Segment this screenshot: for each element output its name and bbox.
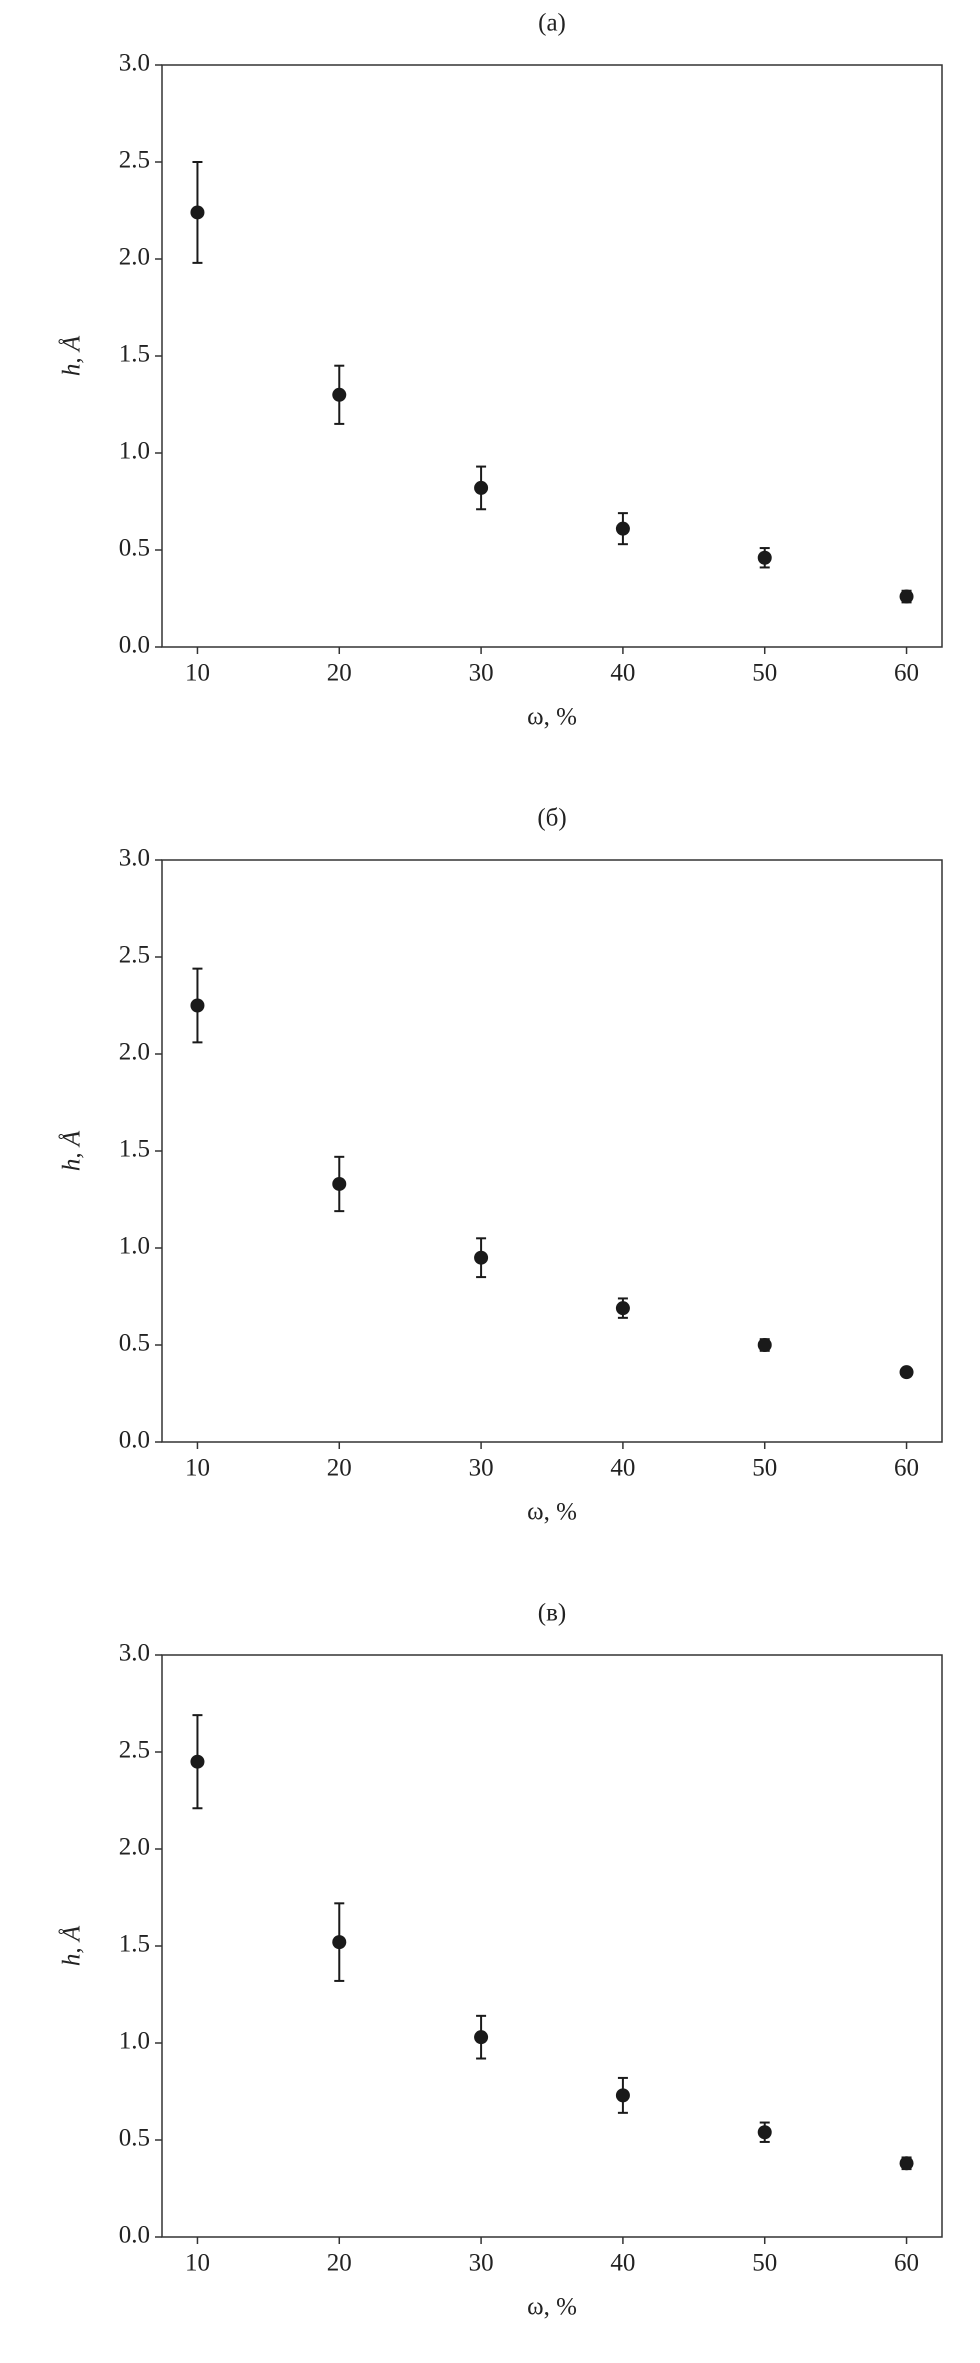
data-point	[190, 998, 205, 1013]
y-tick-label: 1.5	[119, 1136, 150, 1163]
x-axis-label: ω, %	[527, 1499, 577, 1526]
y-tick-label: 2.0	[119, 244, 150, 271]
chart-title: (б)	[537, 805, 566, 832]
y-tick-label: 1.5	[119, 1931, 150, 1958]
x-tick-label: 40	[610, 660, 635, 687]
x-axis-label: ω, %	[527, 704, 577, 731]
y-tick-label: 1.0	[119, 1233, 150, 1260]
x-tick-label: 40	[610, 2250, 635, 2277]
x-tick-label: 20	[327, 660, 352, 687]
y-tick-label: 2.5	[119, 942, 150, 969]
chart-title: (в)	[538, 1600, 566, 1627]
panel: (a) 0.0 0.5 1.0 1.5 2.0 2.5 3.0 10 20 30 40 50 60 ω, %…	[59, 10, 943, 731]
y-axis-label: h, Å	[59, 1925, 86, 1966]
x-tick-label: 10	[185, 1455, 210, 1482]
y-tick-label: 0.5	[119, 535, 150, 562]
data-point	[332, 1935, 347, 1950]
data-point	[332, 1176, 347, 1191]
x-tick-label: 60	[894, 2250, 919, 2277]
y-tick-label: 2.5	[119, 147, 150, 174]
data-point	[757, 550, 772, 565]
x-tick-label: 50	[752, 2250, 777, 2277]
data-point	[899, 2156, 914, 2171]
x-tick-label: 60	[894, 1455, 919, 1482]
x-tick-label: 30	[469, 2250, 494, 2277]
y-tick-label: 0.5	[119, 1330, 150, 1357]
data-point	[757, 2125, 772, 2140]
panel: (б) 0.0 0.5 1.0 1.5 2.0 2.5 3.0 10 20 30 40 50 60 ω, %…	[59, 805, 943, 1526]
data-point	[474, 480, 489, 495]
data-point	[190, 205, 205, 220]
y-tick-label: 0.0	[119, 632, 150, 659]
data-point	[615, 2088, 630, 2103]
y-tick-label: 1.0	[119, 2028, 150, 2055]
y-tick-label: 0.0	[119, 1427, 150, 1454]
x-tick-label: 30	[469, 1455, 494, 1482]
y-tick-label: 0.5	[119, 2125, 150, 2152]
data-point	[615, 1301, 630, 1316]
data-point	[615, 521, 630, 536]
y-tick-label: 2.5	[119, 1737, 150, 1764]
y-tick-label: 1.0	[119, 438, 150, 465]
y-tick-label: 3.0	[119, 50, 150, 77]
y-axis-label: h, Å	[59, 335, 86, 376]
data-point	[474, 1250, 489, 1265]
y-tick-label: 3.0	[119, 1640, 150, 1667]
x-tick-label: 10	[185, 660, 210, 687]
x-tick-label: 10	[185, 2250, 210, 2277]
plot-frame	[161, 64, 943, 648]
y-tick-label: 3.0	[119, 845, 150, 872]
x-tick-label: 20	[327, 1455, 352, 1482]
data-point	[332, 387, 347, 402]
data-point	[899, 589, 914, 604]
x-tick-label: 20	[327, 2250, 352, 2277]
x-tick-label: 50	[752, 660, 777, 687]
data-point	[190, 1754, 205, 1769]
plot-frame	[161, 1654, 943, 2238]
y-tick-label: 0.0	[119, 2222, 150, 2249]
chart-title: (a)	[538, 10, 566, 37]
x-tick-label: 60	[894, 660, 919, 687]
x-tick-label: 30	[469, 660, 494, 687]
data-point	[757, 1338, 772, 1352]
panel: (в) 0.0 0.5 1.0 1.5 2.0 2.5 3.0 10 20 30 40 50 60 ω, %…	[59, 1600, 943, 2321]
y-tick-label: 2.0	[119, 1834, 150, 1861]
y-axis-label: h, Å	[59, 1130, 86, 1171]
y-tick-label: 1.5	[119, 341, 150, 368]
data-point	[474, 2030, 489, 2045]
x-tick-label: 40	[610, 1455, 635, 1482]
x-tick-label: 50	[752, 1455, 777, 1482]
y-tick-label: 2.0	[119, 1039, 150, 1066]
plot-frame	[161, 859, 943, 1443]
data-point	[899, 1365, 914, 1380]
x-axis-label: ω, %	[527, 2294, 577, 2321]
